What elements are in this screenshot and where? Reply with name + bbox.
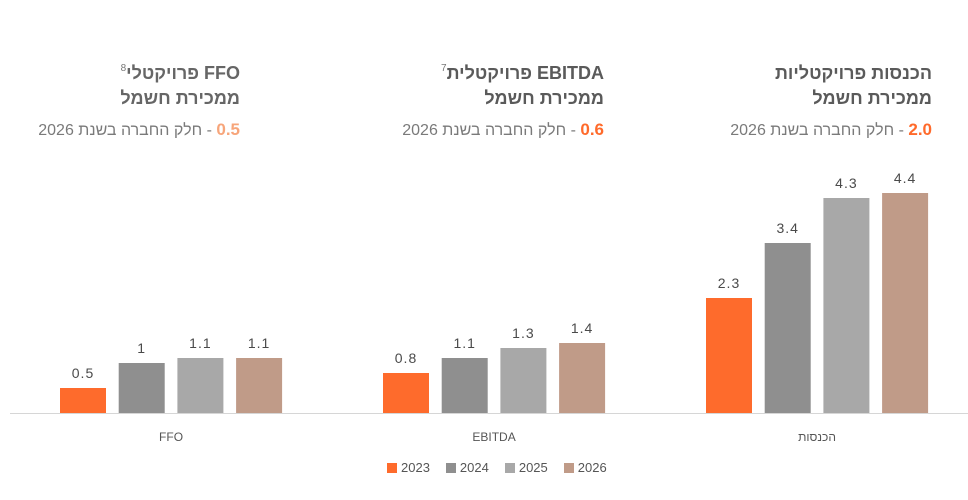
- header-revenue-title: הכנסות פרויקטליות: [730, 61, 932, 86]
- legend-item-2024: 2024: [445, 460, 489, 475]
- header-revenue: הכנסות פרויקטליות ממכירת חשמל 2.0 - חלק …: [730, 61, 932, 143]
- value-label-ffo-2023: 0.5: [72, 365, 94, 381]
- legend-swatch: [445, 463, 456, 473]
- value-label-ebitda-2024: 1.1: [453, 335, 475, 351]
- share-value: 2.0: [908, 120, 932, 139]
- value-label-ebitda-2025: 1.3: [512, 325, 534, 341]
- value-label-ffo-2025: 1.1: [189, 335, 211, 351]
- bar-revenue-2026: [882, 193, 929, 413]
- legend-label: 2026: [577, 460, 607, 475]
- bar-ffo-2024: [118, 363, 165, 413]
- bar-ebitda-2023: [383, 373, 429, 413]
- share-value: 0.6: [580, 120, 604, 139]
- legend: 2023 2024 2025 2026: [387, 461, 607, 475]
- value-label-revenue-2025: 4.3: [835, 175, 857, 191]
- header-title-text: FFO פרויקטלי: [126, 63, 240, 83]
- share-value: 0.5: [216, 120, 240, 139]
- legend-item-2025: 2025: [504, 460, 548, 475]
- legend-swatch: [387, 463, 397, 473]
- bar-ffo-2026: [236, 358, 283, 413]
- bar-ebitda-2026: [559, 343, 606, 413]
- header-revenue-share: 2.0 - חלק החברה בשנת 2026: [730, 118, 932, 143]
- legend-swatch: [504, 463, 515, 473]
- value-label-ffo-2024: 1: [137, 340, 146, 356]
- header-ffo-subtitle: ממכירת חשמל: [120, 88, 240, 108]
- bar-ebitda-2024: [441, 358, 488, 413]
- share-text: - חלק החברה בשנת 2026: [38, 122, 212, 139]
- legend-label: 2023: [401, 460, 430, 475]
- header-title-text: EBITDA פרויקטלית: [446, 63, 604, 83]
- category-label-ffo: FFO: [159, 430, 183, 444]
- bar-ebitda-2025: [500, 348, 547, 413]
- bar-revenue-2024: [764, 243, 811, 413]
- bar-ffo-2023: [60, 388, 106, 413]
- legend-item-2026: 2026: [563, 460, 607, 475]
- value-label-revenue-2023: 2.3: [718, 275, 740, 291]
- header-ebitda-share: 0.6 - חלק החברה בשנת 2026: [402, 118, 604, 143]
- legend-label: 2024: [459, 460, 489, 475]
- bar-ffo-2025: [177, 358, 224, 413]
- footnote-marker: 7: [441, 63, 447, 74]
- value-label-revenue-2026: 4.4: [894, 170, 916, 186]
- share-text: - חלק החברה בשנת 2026: [730, 122, 904, 139]
- value-label-ffo-2026: 1.1: [248, 335, 270, 351]
- share-text: - חלק החברה בשנת 2026: [402, 122, 576, 139]
- header-ffo-title: FFO פרויקטלי8: [38, 61, 240, 86]
- header-title-text: הכנסות פרויקטליות: [775, 63, 932, 83]
- value-label-revenue-2024: 3.4: [776, 220, 798, 236]
- category-label-ebitda: EBITDA: [472, 430, 515, 444]
- header-revenue-subtitle: ממכירת חשמל: [812, 88, 932, 108]
- legend-item-2023: 2023: [387, 461, 430, 475]
- legend-swatch: [563, 463, 574, 473]
- value-label-ebitda-2026: 1.4: [571, 320, 593, 336]
- legend-label: 2025: [518, 460, 548, 475]
- category-label-revenue: הכנסות: [798, 430, 836, 444]
- header-ebitda: EBITDA פרויקטלית7 ממכירת חשמל 0.6 - חלק …: [402, 61, 604, 143]
- header-ebitda-title: EBITDA פרויקטלית7: [402, 61, 604, 86]
- bar-revenue-2025: [823, 198, 870, 413]
- header-ffo-share: 0.5 - חלק החברה בשנת 2026: [38, 118, 240, 143]
- footnote-marker: 8: [120, 63, 127, 74]
- value-label-ebitda-2023: 0.8: [395, 350, 417, 366]
- header-ebitda-subtitle: ממכירת חשמל: [484, 88, 604, 108]
- header-ffo: FFO פרויקטלי8 ממכירת חשמל 0.5 - חלק החבר…: [38, 61, 240, 143]
- bar-revenue-2023: [706, 298, 752, 413]
